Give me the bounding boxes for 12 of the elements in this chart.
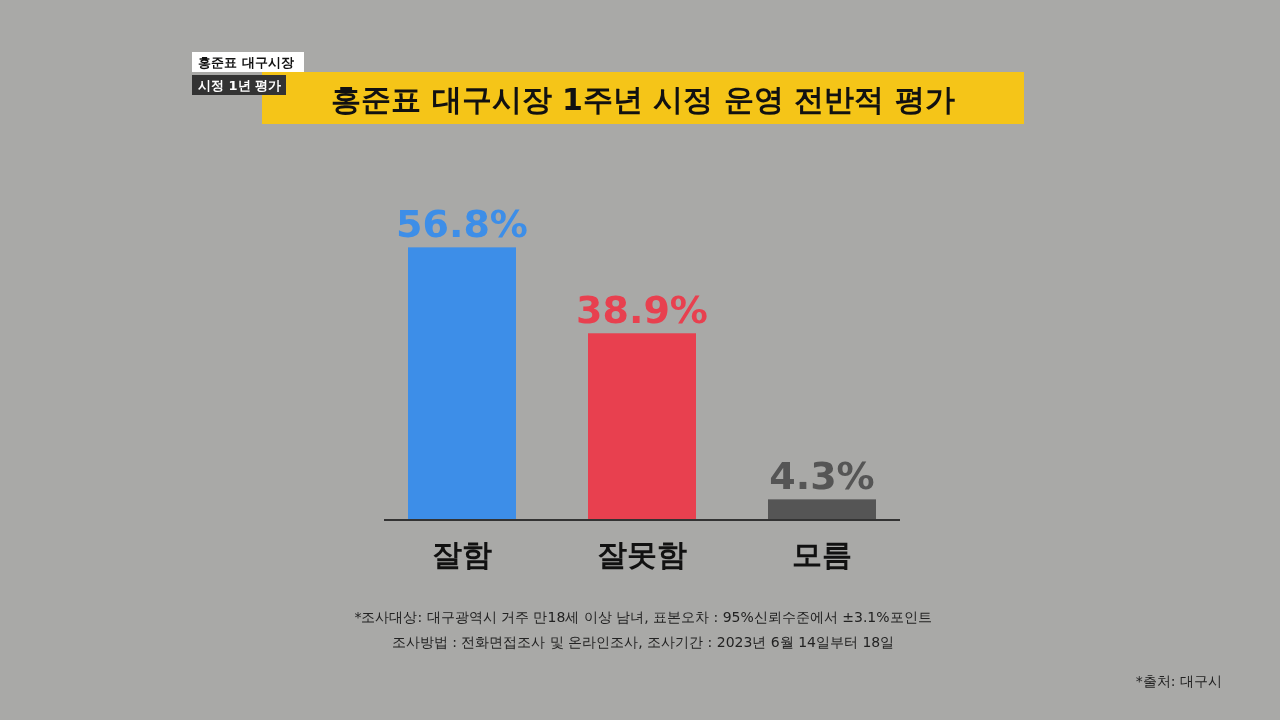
x-tick-label: 잘함	[432, 537, 492, 572]
text: 홍준표 대구시장	[198, 55, 294, 70]
data-label: 4.3%	[769, 454, 875, 499]
x-tick-label: 잘못함	[597, 537, 687, 572]
text: 시정 1년 평가	[198, 78, 282, 93]
chart-title: 홍준표 대구시장 1주년 시정 운영 전반적 평가	[331, 82, 955, 117]
text: *조사대상: 대구광역시 거주 만18세 이상 남녀, 표본오차 : 95%신뢰수준에서 ±3.1%포인트	[354, 609, 932, 625]
data-label: 38.9%	[576, 288, 708, 333]
text: *출처: 대구시	[1135, 673, 1222, 689]
text: 조사방법 : 전화면접조사 및 온라인조사, 조사기간 : 2023년 6월 14일부터 18일	[391, 634, 895, 650]
data-label: 56.8%	[396, 202, 528, 247]
x-tick-label: 모름	[792, 537, 852, 572]
